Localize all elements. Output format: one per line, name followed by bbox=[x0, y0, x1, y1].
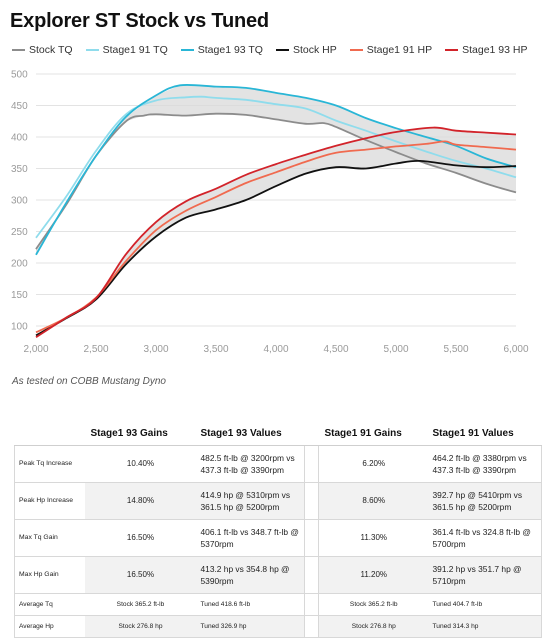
table-row: Peak Tq Increase 10.40% 482.5 ft-lb @ 32… bbox=[14, 445, 542, 483]
value-91: 464.2 ft-lb @ 3380rpm vs 437.3 ft-lb @ 3… bbox=[426, 445, 542, 483]
legend-swatch bbox=[445, 49, 459, 51]
chart-title: Explorer ST Stock vs Tuned bbox=[10, 10, 269, 32]
legend-swatch bbox=[180, 49, 194, 51]
spacer-cell bbox=[304, 556, 319, 594]
chart-legend: Stock TQ Stage1 91 TQ Stage1 93 TQ Stock… bbox=[12, 44, 541, 56]
legend-item-stage1-91-hp: Stage1 91 HP bbox=[349, 44, 433, 56]
gains-table: Stage1 93 Gains Stage1 93 Values Stage1 … bbox=[14, 428, 542, 638]
table-header: Stage1 91 Gains bbox=[318, 428, 427, 446]
legend-swatch bbox=[85, 49, 99, 51]
x-tick-label: 6,000 bbox=[503, 344, 528, 355]
y-tick-label: 200 bbox=[11, 259, 28, 270]
table-header: Stage1 91 Values bbox=[426, 428, 542, 446]
spacer-cell bbox=[304, 519, 319, 557]
x-tick-label: 5,500 bbox=[443, 344, 468, 355]
chart-caption: As tested on COBB Mustang Dyno bbox=[12, 376, 166, 387]
value-91: 361.4 ft-lb vs 324.8 ft-lb @ 5700rpm bbox=[426, 519, 542, 557]
shaded-band bbox=[36, 127, 516, 338]
value-93: 414.9 hp @ 5310rpm vs 361.5 hp @ 5200rpm bbox=[194, 482, 305, 520]
gain-93: 10.40% bbox=[84, 445, 195, 483]
y-tick-label: 300 bbox=[11, 196, 28, 207]
y-tick-label: 250 bbox=[11, 227, 28, 238]
table-header bbox=[304, 428, 319, 446]
x-tick-label: 4,000 bbox=[263, 344, 288, 355]
x-tick-label: 5,000 bbox=[383, 344, 408, 355]
x-tick-label: 3,000 bbox=[143, 344, 168, 355]
series-line-stage1-93-tq bbox=[35, 83, 517, 256]
y-tick-label: 100 bbox=[11, 322, 28, 333]
tuned-91: Tuned 404.7 ft-lb bbox=[426, 593, 542, 616]
y-tick-label: 350 bbox=[11, 164, 28, 175]
gain-93: 14.80% bbox=[84, 482, 195, 520]
y-tick-label: 400 bbox=[11, 133, 28, 144]
row-label: Peak Hp Increase bbox=[14, 482, 85, 520]
legend-item-stock-tq: Stock TQ bbox=[12, 44, 73, 56]
dyno-line-chart: 100 150 200 250 300 350 400 450 500 2,000 2,500 3,0… bbox=[11, 70, 529, 356]
y-tick-label: 450 bbox=[11, 101, 28, 112]
value-91: 392.7 hp @ 5410rpm vs 361.5 hp @ 5200rpm bbox=[426, 482, 542, 520]
gain-91: 8.60% bbox=[318, 482, 427, 520]
legend-swatch bbox=[275, 49, 289, 51]
legend-swatch bbox=[12, 49, 25, 51]
table-row: Max Hp Gain 16.50% 413.2 hp vs 354.8 hp … bbox=[14, 556, 542, 594]
table-row: Max Tq Gain 16.50% 406.1 ft-lb vs 348.7 … bbox=[14, 519, 542, 557]
row-label: Average Tq bbox=[14, 593, 85, 616]
table-header-row: Stage1 93 Gains Stage1 93 Values Stage1 … bbox=[14, 428, 542, 446]
row-label: Max Hp Gain bbox=[14, 556, 85, 594]
x-tick-label: 4,500 bbox=[323, 344, 348, 355]
tuned-93: Tuned 326.9 hp bbox=[194, 615, 305, 638]
legend-item-stock-hp: Stock HP bbox=[275, 44, 337, 56]
stock-93: Stock 276.8 hp bbox=[84, 615, 195, 638]
series-line-stage1-91-tq bbox=[35, 95, 517, 239]
row-label: Peak Tq Increase bbox=[14, 445, 85, 483]
legend-item-stage1-91-tq: Stage1 91 TQ bbox=[85, 44, 168, 56]
table-header: Stage1 93 Gains bbox=[84, 428, 195, 446]
legend-label: Stage1 93 HP bbox=[462, 44, 528, 56]
legend-label: Stage1 91 HP bbox=[366, 44, 433, 56]
spacer-cell bbox=[304, 615, 319, 638]
gain-91: 11.30% bbox=[318, 519, 427, 557]
legend-label: Stock HP bbox=[292, 44, 337, 56]
series-line-stock-tq bbox=[35, 112, 517, 250]
legend-label: Stage1 93 TQ bbox=[197, 44, 263, 56]
series-line-stage1-91-hp bbox=[35, 140, 517, 334]
gain-91: 6.20% bbox=[318, 445, 427, 483]
value-93: 406.1 ft-lb vs 348.7 ft-lb @ 5370rpm bbox=[194, 519, 305, 557]
gain-91: 11.20% bbox=[318, 556, 427, 594]
tuned-93: Tuned 418.6 ft-lb bbox=[194, 593, 305, 616]
spacer-cell bbox=[304, 482, 319, 520]
x-tick-label: 3,500 bbox=[203, 344, 228, 355]
table-header bbox=[14, 428, 85, 446]
spacer-cell bbox=[304, 445, 319, 483]
legend-item-stage1-93-tq: Stage1 93 TQ bbox=[180, 44, 263, 56]
stock-91: Stock 276.8 hp bbox=[318, 615, 427, 638]
x-tick-label: 2,500 bbox=[83, 344, 108, 355]
row-label: Average Hp bbox=[14, 615, 85, 638]
stock-91: Stock 365.2 ft-lb bbox=[318, 593, 427, 616]
series-line-stage1-93-hp bbox=[35, 126, 517, 339]
value-91: 391.2 hp vs 351.7 hp @ 5710rpm bbox=[426, 556, 542, 594]
table-header: Stage1 93 Values bbox=[194, 428, 305, 446]
y-tick-label: 150 bbox=[11, 290, 28, 301]
series-line-stock-hp bbox=[35, 159, 517, 337]
gain-93: 16.50% bbox=[84, 519, 195, 557]
spacer-cell bbox=[304, 593, 319, 616]
row-label: Max Tq Gain bbox=[14, 519, 85, 557]
legend-item-stage1-93-hp: Stage1 93 HP bbox=[445, 44, 528, 56]
legend-label: Stock TQ bbox=[29, 44, 73, 56]
value-93: 413.2 hp vs 354.8 hp @ 5390rpm bbox=[194, 556, 305, 594]
table-row: Average Tq Stock 365.2 ft-lb Tuned 418.6… bbox=[14, 593, 542, 616]
tuned-91: Tuned 314.3 hp bbox=[426, 615, 542, 638]
gain-93: 16.50% bbox=[84, 556, 195, 594]
x-tick-label: 2,000 bbox=[23, 344, 48, 355]
legend-label: Stage1 91 TQ bbox=[102, 44, 168, 56]
table-row: Average Hp Stock 276.8 hp Tuned 326.9 hp… bbox=[14, 615, 542, 638]
y-tick-label: 500 bbox=[11, 70, 28, 81]
value-93: 482.5 ft-lb @ 3200rpm vs 437.3 ft-lb @ 3… bbox=[194, 445, 305, 483]
legend-swatch bbox=[349, 49, 363, 51]
stock-93: Stock 365.2 ft-lb bbox=[84, 593, 195, 616]
table-row: Peak Hp Increase 14.80% 414.9 hp @ 5310r… bbox=[14, 482, 542, 520]
